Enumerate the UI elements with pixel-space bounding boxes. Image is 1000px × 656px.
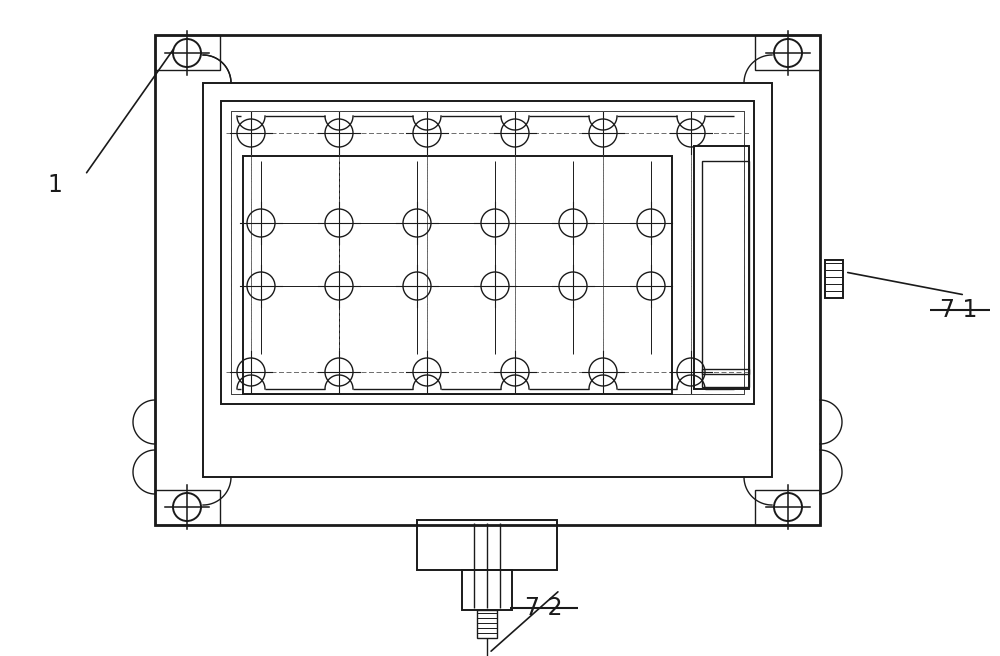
- Bar: [702, 161, 749, 374]
- Bar: [462, 570, 512, 610]
- Bar: [755, 35, 820, 70]
- Bar: [243, 156, 672, 394]
- Bar: [221, 101, 754, 404]
- Text: 7-1: 7-1: [939, 298, 977, 322]
- Bar: [477, 610, 497, 638]
- Bar: [231, 111, 744, 394]
- Bar: [702, 369, 749, 387]
- Bar: [155, 35, 820, 525]
- Bar: [694, 146, 749, 389]
- Bar: [755, 490, 820, 525]
- Bar: [825, 260, 843, 298]
- Bar: [155, 490, 220, 525]
- Bar: [203, 83, 772, 477]
- Text: 7-2: 7-2: [524, 596, 562, 620]
- Text: 1: 1: [48, 173, 62, 197]
- Bar: [155, 35, 220, 70]
- Bar: [417, 520, 557, 570]
